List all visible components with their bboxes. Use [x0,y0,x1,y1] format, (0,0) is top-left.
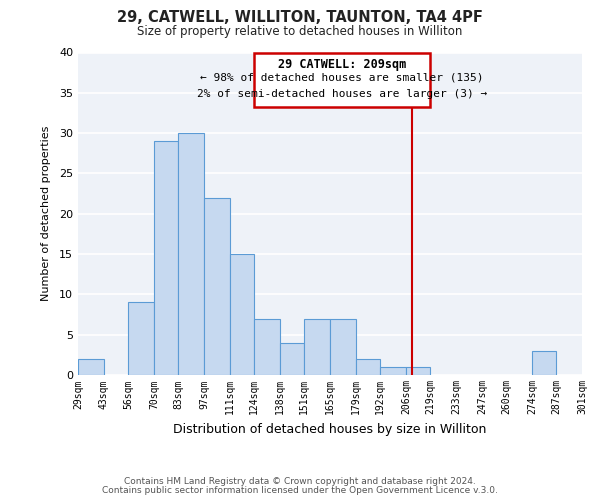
Bar [78,359,104,375]
Bar [356,359,380,375]
Text: 29, CATWELL, WILLITON, TAUNTON, TA4 4PF: 29, CATWELL, WILLITON, TAUNTON, TA4 4PF [117,10,483,25]
Bar [204,198,230,375]
Text: Contains HM Land Registry data © Crown copyright and database right 2024.: Contains HM Land Registry data © Crown c… [124,477,476,486]
FancyBboxPatch shape [254,52,430,108]
Bar [380,367,406,375]
Text: Size of property relative to detached houses in Williton: Size of property relative to detached ho… [137,25,463,38]
Bar [154,141,178,375]
Bar [304,318,330,375]
Text: Contains public sector information licensed under the Open Government Licence v.: Contains public sector information licen… [102,486,498,495]
Text: 2% of semi-detached houses are larger (3) →: 2% of semi-detached houses are larger (3… [197,89,487,99]
Bar [532,351,556,375]
Bar [330,318,356,375]
X-axis label: Distribution of detached houses by size in Williton: Distribution of detached houses by size … [173,423,487,436]
Bar [254,318,280,375]
Text: ← 98% of detached houses are smaller (135): ← 98% of detached houses are smaller (13… [200,72,484,83]
Bar [230,254,254,375]
Text: 29 CATWELL: 209sqm: 29 CATWELL: 209sqm [278,58,406,71]
Bar [178,133,204,375]
Bar [128,302,154,375]
Bar [406,367,430,375]
Bar [280,343,304,375]
Y-axis label: Number of detached properties: Number of detached properties [41,126,50,302]
